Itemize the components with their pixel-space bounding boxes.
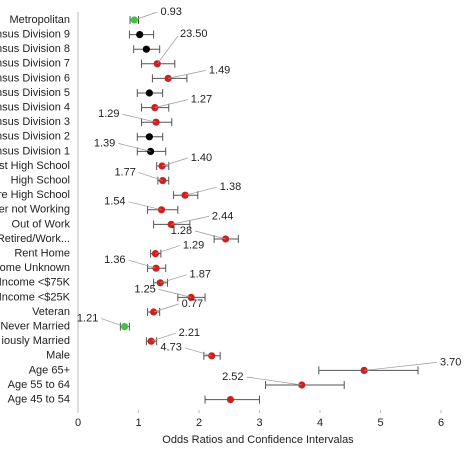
category-label: Age 45 to 54: [8, 394, 70, 406]
category-label: Veteran: [32, 306, 70, 318]
x-tick-label: 3: [256, 417, 262, 429]
leader-line: [158, 289, 192, 298]
leader-line: [160, 274, 187, 284]
value-label: 0.93: [161, 6, 182, 18]
value-label: 1.36: [104, 254, 125, 266]
point: [147, 337, 155, 345]
category-label: ensus Division 7: [0, 58, 70, 70]
value-label: 1.38: [220, 181, 241, 193]
value-label: 1.77: [114, 167, 135, 179]
value-label: 1.54: [104, 196, 125, 208]
category-label: iously Married: [2, 335, 70, 347]
leader-line: [154, 99, 188, 108]
x-tick-label: 6: [438, 417, 444, 429]
value-label: 1.25: [134, 283, 155, 295]
value-label: 0.77: [182, 298, 203, 310]
category-label: High School: [11, 175, 70, 187]
category-label: ensus Division 2: [0, 131, 70, 143]
x-tick-label: 1: [135, 417, 141, 429]
leader-line: [128, 201, 162, 211]
leader-line: [128, 259, 157, 269]
category-label: Retired/Work...: [0, 233, 70, 245]
category-label: ensus Division 6: [0, 72, 70, 84]
category-label: Never Married: [0, 321, 70, 333]
value-label: 1.29: [183, 240, 204, 252]
point: [167, 220, 175, 228]
category-label: Metropolitan: [9, 14, 70, 26]
leader-line: [118, 143, 151, 152]
leader-line: [171, 216, 209, 225]
value-label: 4.73: [160, 342, 181, 354]
leader-line: [168, 70, 206, 79]
category-label: Male: [46, 350, 70, 362]
leader-line: [101, 318, 125, 327]
leader-line: [161, 157, 188, 167]
category-label: Rent Home: [14, 248, 70, 260]
category-label: ensus Division 8: [0, 43, 70, 55]
x-axis-title: Odds Ratios and Confidence Intervalas: [162, 434, 354, 446]
leader-line: [122, 113, 157, 123]
value-label: 1.49: [209, 64, 230, 76]
leader-line: [138, 172, 163, 181]
x-tick-label: 5: [377, 417, 383, 429]
category-label: Age 65+: [29, 364, 70, 376]
category-label: ome Unknown: [0, 262, 70, 274]
category-label: Income <$75K: [0, 277, 71, 289]
point: [164, 74, 172, 82]
x-tick-label: 0: [75, 417, 81, 429]
leader-line: [184, 347, 212, 357]
value-label: 1.29: [98, 108, 119, 120]
point: [145, 133, 153, 141]
category-label: ensus Division 3: [0, 116, 70, 128]
value-label: 1.28: [171, 225, 192, 237]
value-label: 2.21: [179, 327, 200, 339]
category-label: Income <$25K: [0, 291, 71, 303]
point: [130, 16, 138, 24]
point: [145, 89, 153, 97]
value-label: 2.52: [222, 371, 243, 383]
point: [151, 104, 159, 112]
category-label: ensus Division 4: [0, 102, 70, 114]
point: [153, 60, 161, 68]
point: [142, 45, 150, 53]
category-label: Out of Work: [12, 218, 71, 230]
x-tick-label: 2: [196, 417, 202, 429]
leader-line: [184, 186, 217, 196]
category-label: re High School: [0, 189, 70, 201]
leader-line: [134, 11, 158, 21]
category-label: ensus Division 5: [0, 87, 70, 99]
value-label: 1.39: [94, 137, 115, 149]
leader-line: [156, 35, 179, 65]
value-label: 1.21: [77, 313, 98, 325]
leader-line: [195, 230, 226, 240]
x-tick-label: 4: [317, 417, 323, 429]
category-label: ensus Division 9: [0, 29, 70, 41]
value-label: 1.27: [191, 94, 212, 106]
value-label: 1.87: [190, 269, 211, 281]
category-label: Age 55 to 64: [8, 379, 70, 391]
leader-line: [151, 332, 176, 342]
category-label: er not Working: [0, 204, 70, 216]
category-label: ost High School: [0, 160, 70, 172]
leader-line: [153, 303, 179, 313]
leader-line: [155, 245, 180, 254]
point: [136, 30, 144, 39]
annotation: 23.50: [180, 28, 208, 40]
category-label: ensus Division 1: [0, 145, 70, 157]
value-label: 3.70: [440, 356, 461, 368]
leader-line: [364, 362, 438, 371]
leader-line: [246, 376, 302, 386]
point: [226, 396, 235, 404]
point: [181, 191, 189, 199]
value-label: 1.40: [191, 152, 212, 164]
value-label: 2.44: [212, 210, 233, 222]
